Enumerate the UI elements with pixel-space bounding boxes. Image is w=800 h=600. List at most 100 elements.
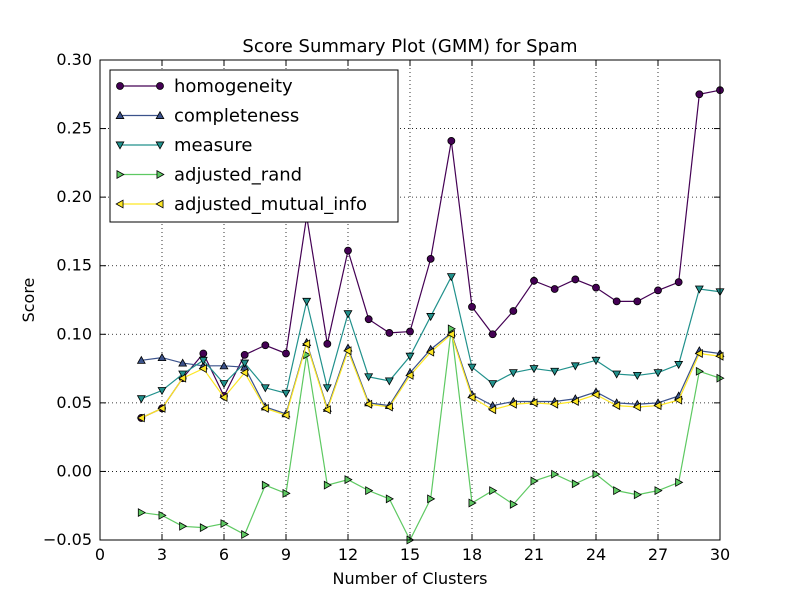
legend-item-adjusted_mutual_info: adjusted_mutual_info [115, 194, 367, 215]
legend-marker [155, 141, 165, 150]
data-point-adjusted_rand [675, 477, 684, 487]
data-point-homogeneity [612, 297, 621, 306]
x-tick-label: 9 [281, 545, 291, 564]
y-tick-label: 0.15 [56, 256, 92, 275]
series-adjusted_mutual_info [136, 329, 724, 423]
data-point-adjusted_rand [695, 366, 704, 376]
legend-item-completeness: completeness [115, 106, 299, 127]
x-tick-label: 21 [524, 545, 544, 564]
data-point-adjusted_mutual_info [591, 390, 600, 400]
data-point-adjusted_mutual_info [508, 399, 517, 409]
x-tick-label: 6 [219, 545, 229, 564]
data-point-adjusted_mutual_info [550, 399, 559, 409]
data-point-adjusted_rand [137, 508, 146, 518]
series-adjusted_rand [137, 324, 725, 545]
data-point-adjusted_rand [261, 480, 270, 490]
data-point-measure [343, 310, 353, 319]
data-point-homogeneity [406, 327, 414, 336]
data-point-measure [674, 361, 684, 370]
legend-marker [115, 199, 124, 209]
legend-item-homogeneity: homogeneity [116, 76, 293, 97]
y-tick-label: 0.25 [56, 119, 92, 138]
data-point-adjusted_mutual_info [343, 346, 352, 356]
data-point-adjusted_mutual_info [384, 402, 393, 412]
y-tick-label: 0.30 [56, 50, 92, 69]
data-point-measure [508, 369, 518, 378]
data-point-adjusted_rand [447, 324, 456, 334]
data-point-adjusted_mutual_info [488, 405, 497, 415]
data-point-adjusted_mutual_info [694, 349, 703, 358]
data-point-adjusted_mutual_info [302, 339, 311, 349]
series-measure [136, 273, 725, 404]
data-point-adjusted_mutual_info [529, 398, 538, 408]
data-point-measure [570, 362, 580, 371]
data-point-measure [364, 373, 374, 382]
data-point-adjusted_rand [179, 521, 188, 531]
data-point-adjusted_rand [241, 530, 250, 539]
data-point-measure [529, 365, 539, 374]
y-axis-title: Score [19, 278, 38, 323]
data-point-adjusted_mutual_info [405, 370, 414, 380]
data-point-measure [550, 367, 560, 376]
legend-label: adjusted_mutual_info [174, 194, 367, 215]
x-tick-label: 3 [157, 545, 167, 564]
data-point-adjusted_mutual_info [157, 403, 166, 413]
data-point-homogeneity [385, 329, 394, 337]
data-point-adjusted_mutual_info [467, 392, 476, 402]
y-tick-label: 0.05 [56, 393, 92, 412]
data-point-measure [178, 370, 188, 379]
legend-marker [156, 82, 164, 90]
data-point-measure [384, 377, 394, 386]
data-point-adjusted_rand [633, 490, 642, 500]
data-point-homogeneity [261, 341, 270, 350]
data-point-adjusted_rand [613, 486, 622, 496]
data-point-adjusted_rand [365, 486, 374, 496]
data-point-measure [136, 395, 146, 404]
data-point-measure [302, 297, 312, 306]
data-point-adjusted_mutual_info [198, 364, 207, 374]
data-point-measure [488, 380, 498, 389]
data-point-homogeneity [654, 286, 662, 295]
data-point-homogeneity [592, 283, 600, 292]
data-point-adjusted_rand [282, 488, 291, 498]
legend-marker [155, 199, 164, 209]
legend-marker [116, 170, 125, 179]
data-point-adjusted_mutual_info [364, 399, 373, 409]
data-point-adjusted_rand [551, 469, 560, 479]
ticks: 0 3 6 9 12 15 18 21 24 27 30 −0.05 0.00 0.05 0.10 0.15 0… [43, 50, 730, 564]
x-tick-label: 27 [648, 545, 668, 564]
legend-marker [115, 110, 125, 119]
y-tick-label: 0.10 [56, 324, 92, 343]
data-point-homogeneity [447, 137, 456, 145]
data-point-adjusted_mutual_info [219, 392, 228, 402]
data-point-homogeneity [633, 297, 642, 306]
data-point-homogeneity [509, 307, 518, 315]
data-point-homogeneity [550, 285, 559, 293]
x-tick-label: 0 [95, 545, 105, 564]
data-point-adjusted_mutual_info [612, 401, 621, 411]
data-point-homogeneity [323, 339, 332, 348]
data-point-homogeneity [199, 349, 208, 358]
data-point-measure [694, 285, 704, 294]
data-point-adjusted_mutual_info [136, 413, 145, 423]
data-point-adjusted_mutual_info [632, 402, 641, 412]
data-point-homogeneity [426, 254, 435, 263]
data-point-adjusted_mutual_info [674, 395, 683, 405]
legend-item-measure: measure [115, 135, 253, 156]
x-tick-label: 30 [710, 545, 730, 564]
data-point-homogeneity [530, 276, 538, 285]
x-tick-label: 12 [338, 545, 358, 564]
x-tick-label: 24 [586, 545, 606, 564]
data-point-adjusted_mutual_info [322, 405, 331, 415]
data-point-completeness [157, 352, 167, 362]
data-point-measure [322, 384, 332, 393]
data-point-adjusted_rand [199, 523, 208, 533]
chart-title: Score Summary Plot (GMM) for Spam [242, 36, 577, 57]
legend-label: completeness [174, 106, 299, 127]
data-point-adjusted_rand [385, 494, 394, 504]
data-point-measure [612, 370, 622, 379]
data-point-measure [198, 356, 208, 365]
data-point-adjusted_rand [654, 486, 663, 496]
data-point-adjusted_rand [592, 469, 601, 479]
